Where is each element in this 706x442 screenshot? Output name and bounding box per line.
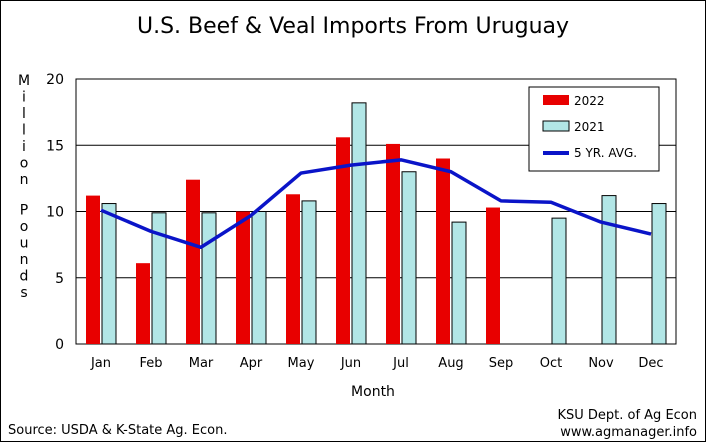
bar-2022-Jul bbox=[386, 143, 400, 344]
x-tick-label: Jan bbox=[90, 356, 111, 371]
line-series bbox=[100, 158, 652, 250]
y-axis-label-letter: i bbox=[22, 139, 26, 155]
bar-2021-Apr bbox=[251, 211, 267, 345]
bar-2021-Jan bbox=[101, 203, 117, 345]
line-5yr-avg bbox=[100, 158, 652, 250]
y-axis-label-letter: M bbox=[18, 73, 30, 89]
bar-2021-Dec bbox=[651, 203, 667, 345]
credit-line-1: KSU Dept. of Ag Econ bbox=[557, 408, 697, 423]
bar-2022-Mar bbox=[186, 179, 200, 344]
bar-2021-Feb bbox=[151, 212, 167, 345]
y-axis-label-letter: n bbox=[20, 252, 29, 268]
bar-2021-Jul bbox=[401, 171, 417, 345]
bar-2022-Jun bbox=[336, 137, 350, 344]
bar-2021-Aug bbox=[451, 221, 467, 345]
y-tick-label: 15 bbox=[46, 138, 64, 154]
bar-2021-Mar bbox=[201, 212, 217, 345]
bar-2022-Sep bbox=[486, 207, 500, 344]
legend-swatch-2022 bbox=[543, 95, 569, 105]
x-tick-label: Mar bbox=[189, 356, 214, 371]
y-axis-label-letter: P bbox=[20, 203, 28, 219]
credit-line-2: www.agmanager.info bbox=[560, 425, 697, 440]
x-tick-label: Oct bbox=[540, 356, 562, 371]
source-note: Source: USDA & K-State Ag. Econ. bbox=[8, 423, 228, 438]
x-tick-label: Dec bbox=[638, 356, 663, 371]
x-tick-label: Nov bbox=[588, 356, 614, 371]
bar-2022-Jan bbox=[86, 195, 100, 344]
x-tick-label: Aug bbox=[438, 356, 463, 371]
bar-2022-Aug bbox=[436, 158, 450, 344]
y-tick-label: 5 bbox=[55, 271, 64, 287]
y-tick-label: 0 bbox=[55, 337, 64, 353]
bar-2021-Jun bbox=[351, 102, 367, 345]
x-tick-label: Apr bbox=[240, 356, 263, 371]
x-tick-label: Sep bbox=[489, 356, 514, 371]
legend-label-5yr-avg: 5 YR. AVG. bbox=[574, 146, 637, 160]
y-axis-label-letter: l bbox=[22, 106, 26, 122]
bar-2022-May bbox=[286, 194, 300, 344]
y-axis-label-letter: o bbox=[20, 156, 29, 172]
bar-2022-Feb bbox=[136, 263, 150, 344]
legend-label-2021: 2021 bbox=[574, 120, 605, 134]
bar-2022-Apr bbox=[236, 211, 250, 344]
legend-swatch-2021 bbox=[542, 120, 570, 132]
x-tick-label: Jul bbox=[392, 356, 409, 371]
y-tick-labels: 0 5 10 15 20 bbox=[46, 72, 64, 353]
x-axis-label: Month bbox=[351, 384, 395, 400]
bar-2021-Nov bbox=[601, 195, 617, 345]
x-tick-labels: Jan Feb Mar Apr May Jun Jul Aug Sep Oct Nov Dec bbox=[90, 356, 664, 371]
y-axis-label-letter: s bbox=[20, 285, 27, 301]
x-tick-label: Feb bbox=[139, 356, 162, 371]
y-axis-label-letter: d bbox=[20, 269, 29, 285]
x-tick-label: May bbox=[288, 356, 315, 371]
chart-title: U.S. Beef & Veal Imports From Uruguay bbox=[137, 14, 569, 39]
legend-label-2022: 2022 bbox=[574, 94, 605, 108]
x-tick-label: Jun bbox=[340, 356, 361, 371]
y-axis-label-letter: n bbox=[20, 172, 29, 188]
bar-2021-May bbox=[301, 200, 317, 345]
y-axis-label-letter: u bbox=[20, 236, 29, 252]
y-axis-label-letter: i bbox=[22, 90, 26, 106]
legend: 2022 2021 5 YR. AVG. bbox=[528, 86, 660, 172]
y-tick-label: 20 bbox=[46, 72, 64, 88]
y-axis-label-letter: l bbox=[22, 123, 26, 139]
y-tick-label: 10 bbox=[46, 205, 64, 221]
y-axis-label-letter: o bbox=[20, 219, 29, 235]
bar-2021-Oct bbox=[551, 217, 567, 345]
